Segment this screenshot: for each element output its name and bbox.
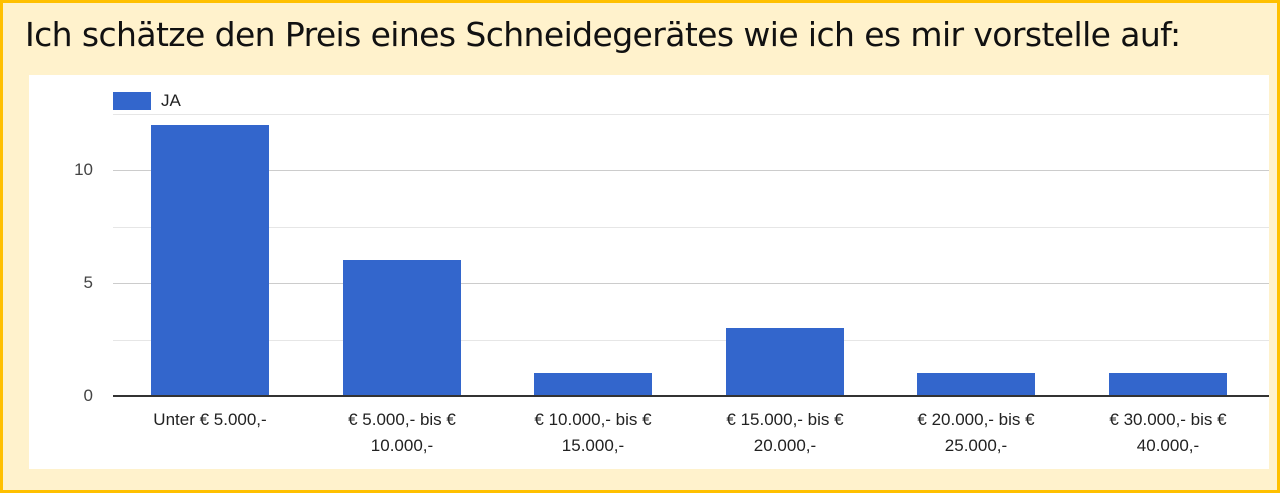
x-label-line1: € 30.000,- bis €: [1109, 410, 1227, 429]
x-label-line2: 25.000,-: [944, 436, 1008, 455]
x-label-line1: € 10.000,- bis €: [534, 410, 652, 429]
x-label-line2: 15.000,-: [561, 436, 625, 455]
bar-3[interactable]: [726, 328, 844, 396]
x-label-line1: € 5.000,- bis €: [348, 410, 456, 429]
bar-0[interactable]: [151, 125, 269, 396]
gridline: [113, 340, 1269, 341]
x-label-line1: € 20.000,- bis €: [917, 410, 1035, 429]
bar-4[interactable]: [917, 373, 1035, 396]
bar-chart: JA 0 5 10 Unter € 5.000,- € 5.000,- bis …: [29, 75, 1269, 469]
y-tick-10: 10: [74, 160, 93, 179]
x-axis-baseline: [113, 395, 1269, 397]
gridline: [113, 283, 1269, 284]
y-tick-5: 5: [83, 273, 93, 292]
x-label-line2: 20.000,-: [753, 436, 817, 455]
legend-label: JA: [161, 91, 181, 110]
x-label-line1: Unter € 5.000,-: [153, 410, 267, 429]
legend: JA: [113, 91, 181, 111]
x-label-4: € 20.000,- bis € 25.000,-: [886, 407, 1066, 459]
bar-2[interactable]: [534, 373, 652, 396]
gridline: [113, 114, 1269, 115]
bar-1[interactable]: [343, 260, 461, 396]
x-label-2: € 10.000,- bis € 15.000,-: [503, 407, 683, 459]
x-label-line2: 10.000,-: [370, 436, 434, 455]
gridline: [113, 227, 1269, 228]
x-label-0: Unter € 5.000,-: [120, 407, 300, 433]
y-tick-0: 0: [83, 386, 93, 405]
x-label-line2: 40.000,-: [1136, 436, 1200, 455]
gridline: [113, 170, 1269, 171]
x-label-5: € 30.000,- bis € 40.000,-: [1078, 407, 1258, 459]
x-label-line1: € 15.000,- bis €: [726, 410, 844, 429]
x-label-1: € 5.000,- bis € 10.000,-: [312, 407, 492, 459]
legend-swatch: [113, 92, 151, 110]
x-label-3: € 15.000,- bis € 20.000,-: [695, 407, 875, 459]
page-title: Ich schätze den Preis eines Schneidegerä…: [25, 15, 1181, 54]
bar-5[interactable]: [1109, 373, 1227, 396]
